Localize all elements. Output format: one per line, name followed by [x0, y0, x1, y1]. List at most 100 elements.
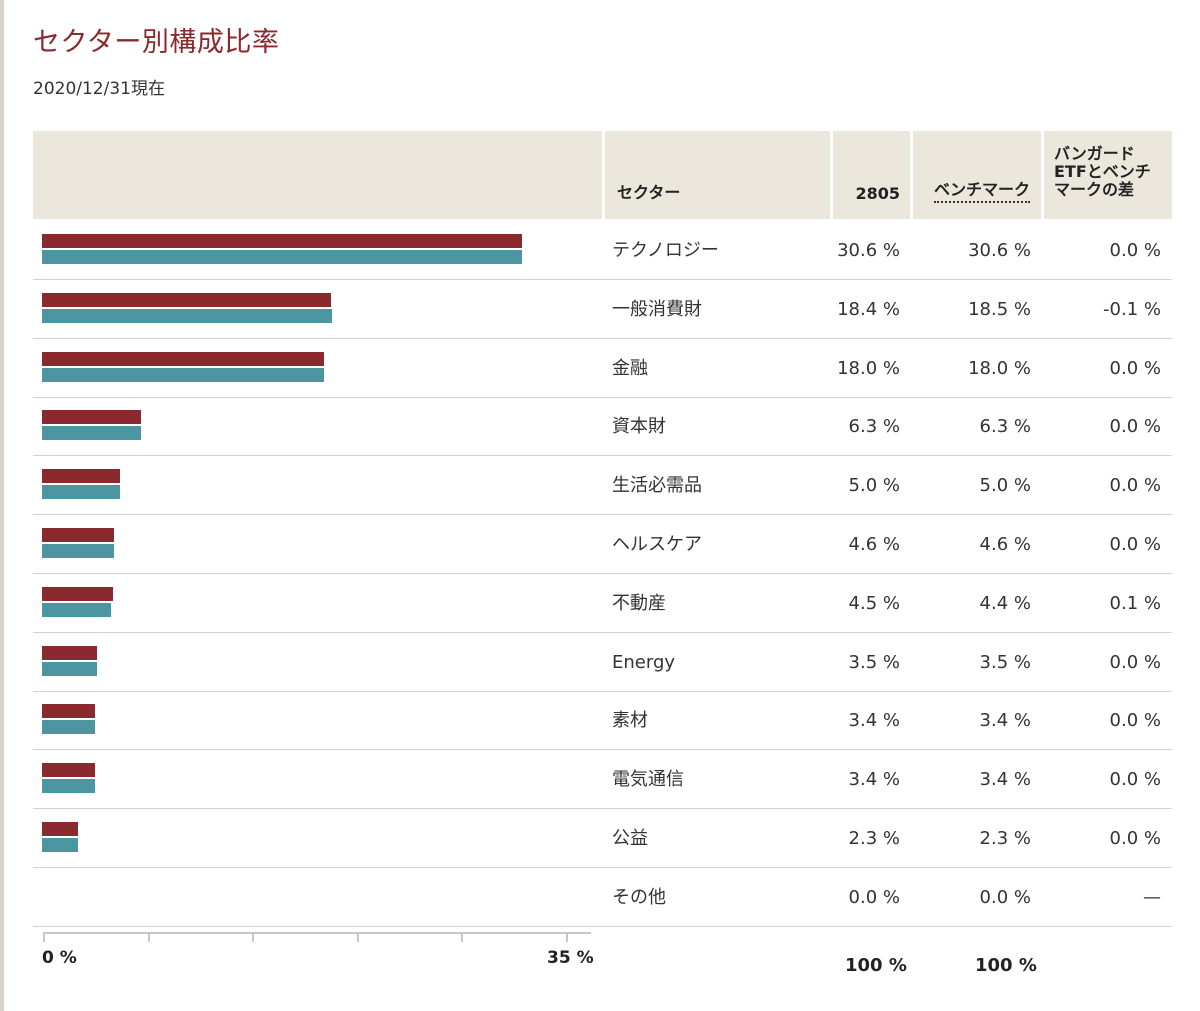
fund-value: 30.6 %: [837, 240, 900, 261]
table-row: 電気通信 3.4 % 3.4 % 0.0 %: [33, 751, 1172, 809]
x-axis-tick: [566, 932, 568, 942]
header-fund-cell: 2805: [833, 131, 910, 219]
sector-label: ヘルスケア: [612, 534, 702, 555]
diff-value: 0.0 %: [1109, 475, 1161, 496]
benchmark-value: 4.4 %: [979, 593, 1031, 614]
bar-benchmark: [42, 544, 115, 558]
fund-value: 3.4 %: [848, 769, 900, 790]
x-axis-tick: [43, 932, 45, 942]
diff-value: 0.1 %: [1109, 593, 1161, 614]
fund-value: 3.5 %: [848, 652, 900, 673]
diff-value: 0.0 %: [1109, 358, 1161, 379]
x-tick-label-max: 35 %: [547, 948, 594, 968]
header-fund-label: 2805: [855, 184, 900, 203]
benchmark-value: 5.0 %: [979, 475, 1031, 496]
benchmark-value: 18.5 %: [968, 299, 1031, 320]
diff-value: 0.0 %: [1109, 652, 1161, 673]
fund-value: 18.0 %: [837, 358, 900, 379]
benchmark-value: 3.4 %: [979, 769, 1031, 790]
bar-fund: [42, 410, 141, 424]
benchmark-value: 2.3 %: [979, 828, 1031, 849]
header-benchmark-cell[interactable]: ベンチマーク: [913, 131, 1041, 219]
bar-benchmark: [42, 779, 96, 793]
total-benchmark: 100 %: [975, 955, 1037, 976]
sector-label: 電気通信: [612, 769, 684, 790]
x-axis-tick: [356, 932, 359, 942]
bar-fund: [42, 587, 113, 601]
header-diff-cell: バンガード ETFとベンチ マークの差: [1044, 131, 1172, 219]
diff-value: 0.0 %: [1109, 710, 1161, 731]
header-diff-line: マークの差: [1054, 180, 1135, 199]
bar-benchmark: [42, 838, 79, 852]
benchmark-value: 18.0 %: [968, 358, 1031, 379]
fund-value: 5.0 %: [848, 475, 900, 496]
bar-benchmark: [42, 309, 333, 323]
benchmark-value: 4.6 %: [979, 534, 1031, 555]
benchmark-value: 6.3 %: [979, 416, 1031, 437]
table-row: 一般消費財 18.4 % 18.5 % -0.1 %: [33, 281, 1172, 339]
bar-fund: [42, 646, 97, 660]
diff-value: 0.0 %: [1109, 534, 1161, 555]
x-axis: 0 % 35 %: [33, 930, 633, 990]
x-axis-line: [43, 932, 591, 934]
header-bars-cell: [33, 131, 602, 219]
x-axis-tick: [252, 932, 255, 942]
diff-value: —: [1143, 887, 1161, 908]
header-sector-cell: セクター: [605, 131, 830, 219]
x-axis-tick: [461, 932, 464, 942]
table-row: 公益 2.3 % 2.3 % 0.0 %: [33, 810, 1172, 868]
header-benchmark-tooltip-link[interactable]: ベンチマーク: [933, 176, 1030, 203]
bar-fund: [42, 528, 115, 542]
sector-label: その他: [612, 887, 666, 908]
header-diff-line: ETFとベンチ: [1054, 162, 1151, 181]
table-row: 資本財 6.3 % 6.3 % 0.0 %: [33, 398, 1172, 456]
fund-value: 3.4 %: [848, 710, 900, 731]
header-sector-label: セクター: [617, 183, 681, 202]
sector-label: 素材: [612, 710, 648, 731]
sector-label: テクノロジー: [612, 240, 719, 261]
table-row: テクノロジー 30.6 % 30.6 % 0.0 %: [33, 222, 1172, 280]
table-row: 生活必需品 5.0 % 5.0 % 0.0 %: [33, 457, 1172, 515]
bar-benchmark: [42, 368, 325, 382]
total-fund: 100 %: [845, 955, 907, 976]
sector-label: 不動産: [612, 593, 666, 614]
fund-value: 18.4 %: [837, 299, 900, 320]
page-left-rule: [0, 0, 4, 1011]
table-row: その他 0.0 % 0.0 % —: [33, 869, 1172, 927]
diff-value: -0.1 %: [1103, 299, 1161, 320]
diff-value: 0.0 %: [1109, 828, 1161, 849]
fund-value: 0.0 %: [848, 887, 900, 908]
sector-label: 金融: [612, 358, 648, 379]
bar-benchmark: [42, 662, 97, 676]
table-row: Energy 3.5 % 3.5 % 0.0 %: [33, 634, 1172, 692]
benchmark-value: 3.5 %: [979, 652, 1031, 673]
x-tick-label-min: 0 %: [42, 948, 77, 968]
as-of-date: 2020/12/31現在: [33, 79, 165, 99]
bar-fund: [42, 763, 96, 777]
table-row: 不動産 4.5 % 4.4 % 0.1 %: [33, 575, 1172, 633]
sector-label: 資本財: [612, 416, 666, 437]
x-axis-tick: [147, 932, 150, 942]
bar-fund: [42, 469, 121, 483]
bar-fund: [42, 293, 331, 307]
bar-fund: [42, 822, 79, 836]
bar-benchmark: [42, 426, 141, 440]
bar-benchmark: [42, 603, 112, 617]
benchmark-value: 3.4 %: [979, 710, 1031, 731]
fund-value: 4.6 %: [848, 534, 900, 555]
diff-value: 0.0 %: [1109, 240, 1161, 261]
diff-value: 0.0 %: [1109, 416, 1161, 437]
bar-benchmark: [42, 250, 522, 264]
table-row: 金融 18.0 % 18.0 % 0.0 %: [33, 340, 1172, 398]
table-row: 素材 3.4 % 3.4 % 0.0 %: [33, 692, 1172, 750]
fund-value: 6.3 %: [848, 416, 900, 437]
sector-label: 公益: [612, 828, 648, 849]
table-row: ヘルスケア 4.6 % 4.6 % 0.0 %: [33, 516, 1172, 574]
benchmark-value: 0.0 %: [979, 887, 1031, 908]
bar-benchmark: [42, 485, 121, 499]
diff-value: 0.0 %: [1109, 769, 1161, 790]
fund-value: 4.5 %: [848, 593, 900, 614]
page-title: セクター別構成比率: [33, 27, 280, 58]
bar-fund: [42, 352, 325, 366]
benchmark-value: 30.6 %: [968, 240, 1031, 261]
